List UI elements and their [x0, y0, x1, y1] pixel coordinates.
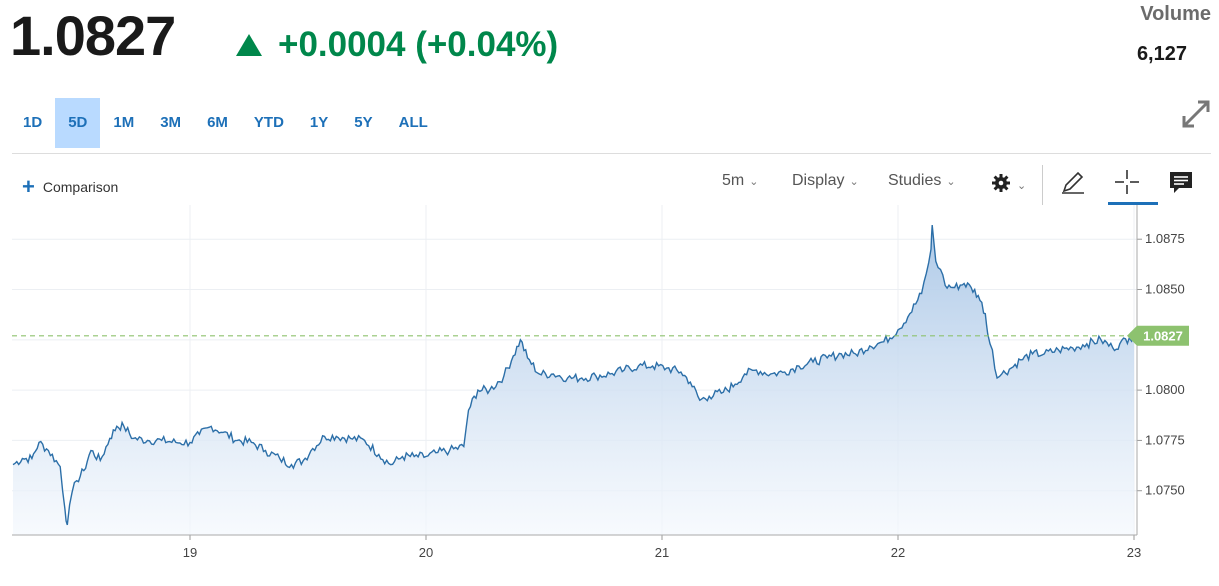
- x-tick-label: 21: [655, 545, 669, 560]
- comparison-label: Comparison: [42, 179, 119, 195]
- x-tick-label: 22: [891, 545, 905, 560]
- plus-icon: +: [22, 174, 35, 199]
- last-price: 1.0827: [10, 4, 176, 67]
- interval-dropdown[interactable]: 5m ⌄: [722, 172, 758, 190]
- chevron-down-icon: ⌄: [1017, 180, 1027, 192]
- change-value: +0.0004 (+0.04%): [278, 25, 559, 64]
- triangle-up-icon: [236, 33, 262, 56]
- last-price-tag-label: 1.0827: [1143, 328, 1183, 343]
- y-tick-label: 1.0775: [1145, 432, 1185, 447]
- range-selector: 1D 5D 1M 3M 6M YTD 1Y 5Y ALL: [10, 98, 441, 148]
- toolbar-separator: [1042, 165, 1043, 205]
- range-3m[interactable]: 3M: [160, 114, 182, 131]
- gear-icon: [990, 172, 1012, 199]
- range-5y[interactable]: 5Y: [354, 114, 373, 131]
- y-tick-label: 1.0750: [1145, 483, 1185, 498]
- range-1d[interactable]: 1D: [23, 114, 43, 131]
- range-5d[interactable]: 5D: [55, 98, 101, 148]
- range-ytd[interactable]: YTD: [253, 114, 284, 131]
- interval-label: 5m: [722, 172, 745, 189]
- range-1y[interactable]: 1Y: [309, 114, 329, 131]
- comment-icon[interactable]: [1167, 168, 1195, 196]
- x-tick-label: 20: [419, 545, 433, 560]
- y-tick-label: 1.0800: [1145, 382, 1185, 397]
- y-tick-label: 1.0850: [1145, 282, 1185, 297]
- chevron-down-icon: ⌄: [849, 175, 859, 188]
- draw-pencil-icon[interactable]: [1059, 168, 1087, 196]
- range-all[interactable]: ALL: [398, 114, 428, 131]
- display-dropdown[interactable]: Display ⌄: [792, 172, 859, 190]
- expand-icon[interactable]: [1180, 98, 1212, 130]
- crosshair-icon[interactable]: [1113, 168, 1141, 196]
- comparison-button[interactable]: + Comparison: [22, 176, 118, 198]
- price-change: +0.0004 (+0.04%): [236, 27, 558, 62]
- volume-value: 6,127: [1136, 43, 1187, 65]
- display-label: Display: [792, 172, 845, 189]
- y-tick-label: 1.0875: [1145, 231, 1185, 246]
- studies-dropdown[interactable]: Studies ⌄: [888, 172, 956, 190]
- studies-label: Studies: [888, 172, 942, 189]
- divider: [12, 153, 1211, 154]
- x-tick-label: 19: [183, 545, 197, 560]
- last-price-tag: 1.0827: [1127, 325, 1189, 346]
- price-line: [12, 225, 1135, 526]
- active-tool-indicator: [1108, 202, 1158, 205]
- chevron-down-icon: ⌄: [946, 175, 956, 188]
- settings-dropdown[interactable]: ⌄: [990, 172, 1026, 199]
- price-area: [13, 225, 1134, 535]
- range-6m[interactable]: 6M: [207, 114, 228, 131]
- price-chart[interactable]: 1.0875 1.0850 1.0800 1.0775 1.0750 19 20 21 22 23…: [0, 205, 1219, 586]
- range-1m[interactable]: 1M: [113, 114, 135, 131]
- volume-label: Volume: [1140, 3, 1211, 25]
- x-tick-label: 23: [1127, 545, 1141, 560]
- chevron-down-icon: ⌄: [749, 175, 759, 188]
